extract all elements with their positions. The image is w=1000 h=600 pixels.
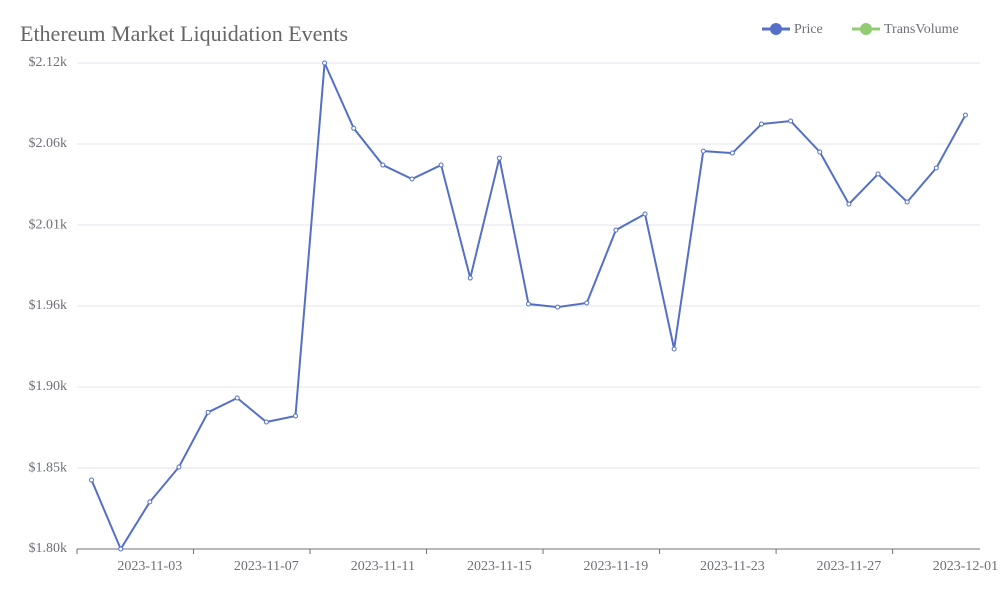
x-tick-label: 2023-11-11 bbox=[351, 559, 415, 574]
point bbox=[234, 395, 240, 401]
point bbox=[438, 162, 444, 168]
point bbox=[759, 121, 765, 127]
legend-dot bbox=[770, 23, 782, 35]
point bbox=[700, 148, 706, 154]
x-tick-label: 2023-11-23 bbox=[700, 559, 765, 574]
x-tick-label: 2023-11-27 bbox=[817, 559, 882, 574]
y-tick-label: $1.80k bbox=[29, 541, 68, 556]
point bbox=[875, 171, 881, 177]
point bbox=[642, 211, 648, 217]
point bbox=[292, 413, 298, 419]
point bbox=[496, 155, 502, 161]
y-tick-label: $1.85k bbox=[29, 460, 68, 475]
y-tick-label: $1.90k bbox=[29, 379, 68, 394]
point bbox=[904, 199, 910, 205]
point bbox=[205, 409, 211, 415]
point bbox=[555, 304, 561, 310]
point bbox=[147, 499, 153, 505]
point bbox=[671, 346, 677, 352]
x-tick-label: 2023-11-19 bbox=[583, 559, 648, 574]
y-tick-label: $2.06k bbox=[29, 136, 68, 151]
x-tick-label: 2023-12-01 bbox=[933, 559, 998, 574]
y-tick-label: $1.96k bbox=[29, 298, 68, 313]
legend-dot bbox=[860, 23, 872, 35]
point bbox=[962, 112, 968, 118]
point bbox=[729, 150, 735, 156]
x-tick-label: 2023-11-03 bbox=[117, 559, 182, 574]
point bbox=[584, 300, 590, 306]
point bbox=[118, 546, 124, 552]
point bbox=[788, 118, 794, 124]
point bbox=[409, 176, 415, 182]
point bbox=[933, 165, 939, 171]
point bbox=[263, 419, 269, 425]
x-tick-label: 2023-11-07 bbox=[234, 559, 299, 574]
legend-label: TransVolume bbox=[884, 22, 959, 37]
point bbox=[176, 464, 182, 470]
point bbox=[322, 60, 328, 66]
y-tick-label: $2.01k bbox=[29, 217, 68, 232]
point bbox=[89, 477, 95, 483]
y-tick-label: $2.12k bbox=[29, 55, 68, 70]
point bbox=[380, 162, 386, 168]
legend-label: Price bbox=[794, 22, 823, 37]
chart-title: Ethereum Market Liquidation Events bbox=[20, 21, 348, 46]
point bbox=[351, 125, 357, 131]
point bbox=[817, 149, 823, 155]
point bbox=[846, 201, 852, 207]
point bbox=[467, 275, 473, 281]
point bbox=[613, 227, 619, 233]
x-tick-label: 2023-11-15 bbox=[467, 559, 532, 574]
point bbox=[526, 301, 531, 307]
